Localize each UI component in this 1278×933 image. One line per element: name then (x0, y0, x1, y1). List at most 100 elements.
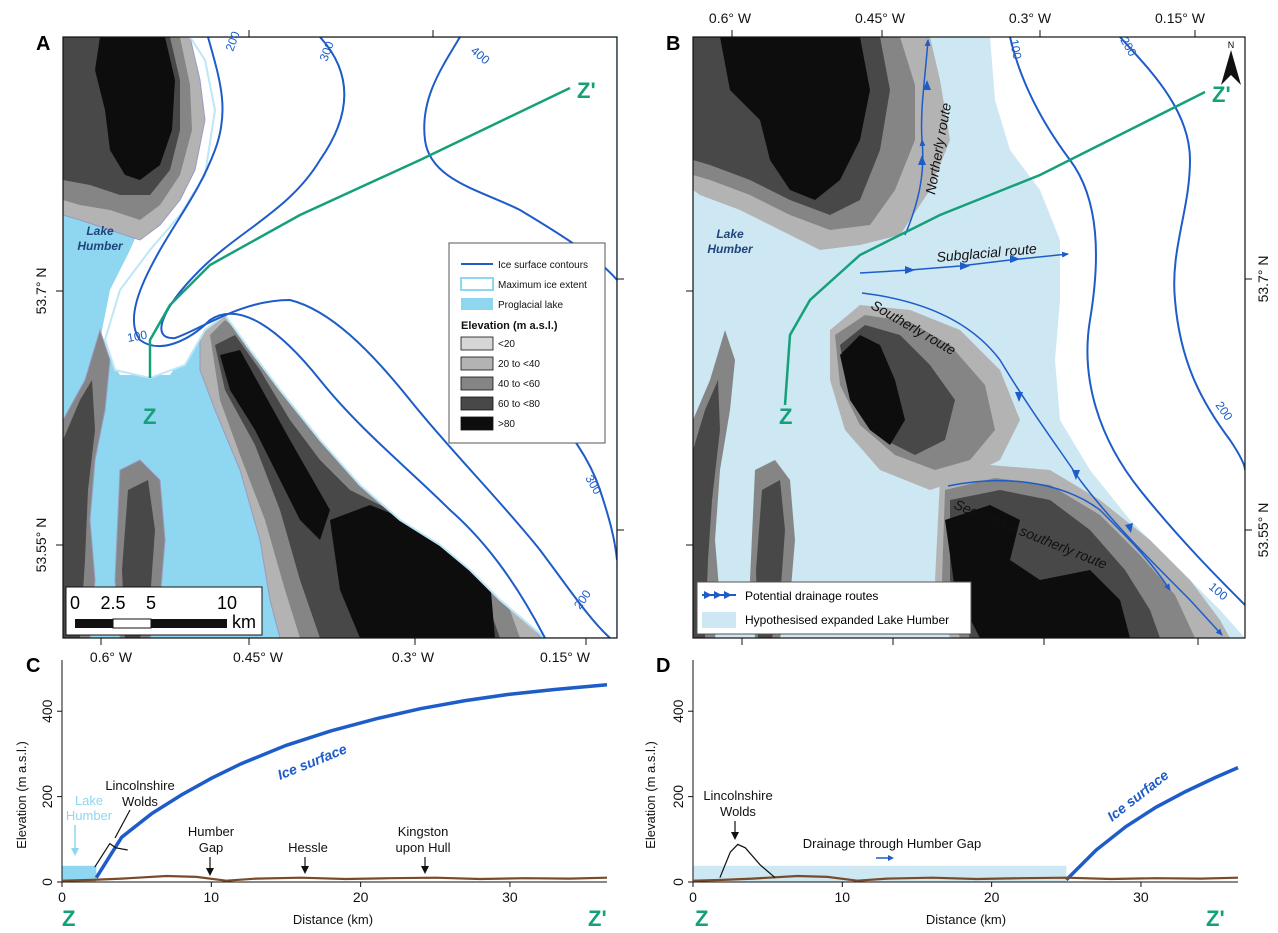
lat-tick-b-2: 53.55° N (1255, 503, 1271, 558)
profile-d-y-tick-label-0: 0 (670, 878, 686, 886)
profile-c-lake-label-1: Lake (75, 793, 103, 808)
legend-a-elev-4: 60 to <80 (498, 399, 540, 410)
highland-w-b-dark (693, 380, 720, 638)
z-label-b: Z (779, 404, 792, 429)
north-label: N (1228, 40, 1235, 50)
profile-d-ylabel: Elevation (m a.s.l.) (643, 741, 658, 849)
profile-c-kingston-2: upon Hull (396, 840, 451, 855)
profile-c-y-tick-label-400: 400 (39, 699, 55, 723)
profile-d-ice-label: Ice surface (1104, 767, 1172, 825)
profile-c-gap-2: Gap (199, 840, 224, 855)
profile-c-zprime: Z' (588, 906, 607, 931)
highland-nw-a-top (95, 37, 175, 180)
lake-humber-label-b-1: Lake (716, 227, 744, 241)
profile-d-plot: 0 10 20 30 0 200 400 (670, 660, 1239, 905)
profile-d-x-tick-label-10: 10 (835, 889, 851, 905)
lon-tick-a-3: 0.3° W (392, 649, 435, 665)
panel-b-frame (692, 36, 1246, 639)
scale-bar: 0 2.5 5 10 km (65, 586, 263, 636)
lon-tick-b-2: 0.45° W (855, 10, 906, 26)
lon-tick-b-1: 0.6° W (709, 10, 752, 26)
profile-c-kingston-1: Kingston (398, 824, 449, 839)
profile-c-gap-1: Humber (188, 824, 235, 839)
profile-c-xlabel: Distance (km) (293, 912, 373, 927)
legend-a-max-ice: Maximum ice extent (498, 280, 587, 291)
profile-c-x-tick-label-30: 30 (502, 889, 518, 905)
legend-a-elev-1: <20 (498, 339, 515, 350)
profile-d-wolds-1: Lincolnshire (703, 788, 772, 803)
scale-tick-0: 0 (70, 593, 80, 613)
highland-c-a-top (220, 350, 330, 540)
lat-tick-a-2: 53.55° N (33, 518, 49, 573)
profile-c-hessle: Hessle (288, 840, 328, 855)
lon-tick-a-2: 0.45° W (233, 649, 284, 665)
legend-a-elev-3: 40 to <60 (498, 379, 540, 390)
legend-a-proglacial: Proglacial lake (498, 300, 563, 311)
scale-tick-2-5: 2.5 (100, 593, 125, 613)
legend-a-ice-contours: Ice surface contours (498, 260, 588, 271)
profile-d-series-0 (1065, 765, 1239, 882)
profile-d-x-tick-label-0: 0 (689, 889, 697, 905)
profile-d-zprime: Z' (1206, 906, 1225, 931)
scale-tick-5: 5 (146, 593, 156, 613)
contour-label-a-200-top: 200 (223, 29, 243, 53)
z-label-a: Z (143, 404, 156, 429)
lake-humber-label-a-2: Humber (77, 239, 124, 253)
profile-c-lake-band (62, 865, 97, 882)
profile-c-ylabel: Elevation (m a.s.l.) (14, 741, 29, 849)
profile-c-wolds-1: Lincolnshire (105, 778, 174, 793)
legend-b-expanded-lake: Hypothesised expanded Lake Humber (745, 613, 949, 627)
profile-d-z: Z (695, 906, 708, 931)
profile-c-series-2 (94, 842, 128, 868)
panel-letter-c: C (26, 655, 40, 677)
zprime-label-a: Z' (577, 78, 596, 103)
transect-z-a (148, 86, 571, 378)
ice-contours-b (1009, 37, 1245, 606)
lake-humber-label-a-1: Lake (86, 224, 114, 238)
highland-se-b-top (945, 505, 1130, 638)
legend-b: Potential drainage routes Hypothesised e… (696, 581, 972, 635)
panel-a-map (63, 37, 617, 638)
legend-a: Ice surface contours Maximum ice extent … (448, 242, 606, 444)
contour-label-a-100: 100 (126, 328, 148, 345)
highland-w-a-dark (63, 380, 95, 638)
drainage-arrowheads-b (905, 80, 1133, 533)
profile-c-lake-label-2: Humber (66, 808, 113, 823)
proglacial-lake-a (63, 200, 560, 638)
profile-c-plot: 0 10 20 30 0 200 400 (39, 660, 608, 905)
scale-tick-10: 10 (217, 593, 237, 613)
contour-label-a-300-top: 300 (317, 39, 337, 63)
profile-d-x-tick-label-20: 20 (984, 889, 1000, 905)
highland-c-b-top (840, 335, 905, 445)
map-axis-ticks (56, 30, 1252, 645)
scale-unit: km (232, 612, 256, 632)
lat-tick-b-1: 53.7° N (1255, 256, 1271, 303)
transect-z-b (783, 90, 1206, 406)
lon-tick-a-1: 0.6° W (90, 649, 133, 665)
zprime-label-b: Z' (1212, 82, 1231, 107)
profile-c-z: Z (62, 906, 75, 931)
panel-letter-a: A (36, 33, 50, 55)
profile-d-series-1 (692, 874, 1239, 882)
lon-tick-a-4: 0.15° W (540, 649, 591, 665)
panel-a-frame (62, 36, 618, 639)
profile-c: 0 10 20 30 0 200 400 Elevation (m a.s.l.) Dist… (14, 660, 608, 931)
highland-se-a-top (330, 505, 495, 638)
profile-c-series-1 (61, 874, 608, 882)
profile-d-wolds-2: Wolds (720, 804, 756, 819)
legend-a-elev-5: >80 (498, 419, 515, 430)
profile-d-x-tick-label-30: 30 (1133, 889, 1149, 905)
contour-label-b-100-top: 100 (1007, 38, 1024, 60)
legend-b-drainage: Potential drainage routes (745, 589, 878, 603)
lat-tick-a-1: 53.7° N (33, 268, 49, 315)
profile-c-wolds-2: Wolds (122, 794, 158, 809)
profile-c-series-0 (94, 683, 608, 879)
profile-d-drainage: Drainage through Humber Gap (803, 836, 982, 851)
profile-c-x-tick-label-10: 10 (204, 889, 220, 905)
panel-letter-d: D (656, 655, 670, 677)
north-arrow-icon: N (1221, 40, 1241, 85)
highland-nw-b-top (720, 37, 870, 200)
profile-c-x-tick-label-0: 0 (58, 889, 66, 905)
profile-d-xlabel: Distance (km) (926, 912, 1006, 927)
